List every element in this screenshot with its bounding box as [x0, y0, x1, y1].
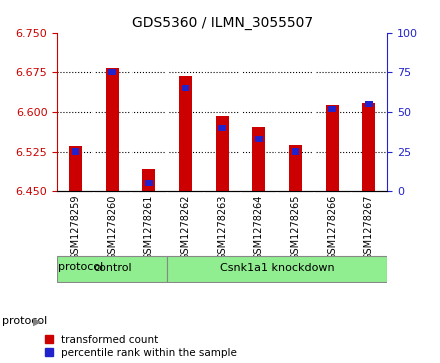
Bar: [218, 125, 226, 131]
Bar: [108, 69, 116, 76]
Bar: [289, 145, 302, 191]
Text: GSM1278267: GSM1278267: [364, 194, 374, 260]
Text: GSM1278260: GSM1278260: [107, 194, 117, 260]
Bar: [292, 148, 299, 155]
Bar: [69, 146, 82, 191]
Bar: [255, 136, 263, 142]
Bar: [167, 256, 387, 282]
Text: GSM1278263: GSM1278263: [217, 194, 227, 260]
Bar: [216, 116, 229, 191]
Text: protocol: protocol: [2, 316, 48, 326]
Text: GSM1278265: GSM1278265: [290, 194, 301, 260]
Text: Csnk1a1 knockdown: Csnk1a1 knockdown: [220, 263, 334, 273]
Text: GSM1278264: GSM1278264: [254, 194, 264, 260]
Bar: [145, 180, 153, 187]
Text: ▶: ▶: [33, 316, 41, 326]
Bar: [143, 169, 155, 191]
Text: GSM1278261: GSM1278261: [144, 194, 154, 260]
Legend: transformed count, percentile rank within the sample: transformed count, percentile rank withi…: [45, 335, 237, 358]
Bar: [363, 103, 375, 191]
Text: GSM1278262: GSM1278262: [180, 194, 191, 260]
Text: protocol: protocol: [58, 262, 103, 273]
Bar: [179, 76, 192, 191]
Bar: [72, 148, 79, 155]
Bar: [326, 105, 339, 191]
Text: GSM1278266: GSM1278266: [327, 194, 337, 260]
Bar: [182, 85, 189, 91]
Bar: [57, 256, 167, 282]
Text: GSM1278259: GSM1278259: [70, 194, 81, 260]
Bar: [253, 127, 265, 191]
Bar: [106, 68, 119, 191]
Text: control: control: [93, 263, 132, 273]
Title: GDS5360 / ILMN_3055507: GDS5360 / ILMN_3055507: [132, 16, 313, 30]
Bar: [365, 101, 373, 107]
Bar: [328, 106, 336, 112]
